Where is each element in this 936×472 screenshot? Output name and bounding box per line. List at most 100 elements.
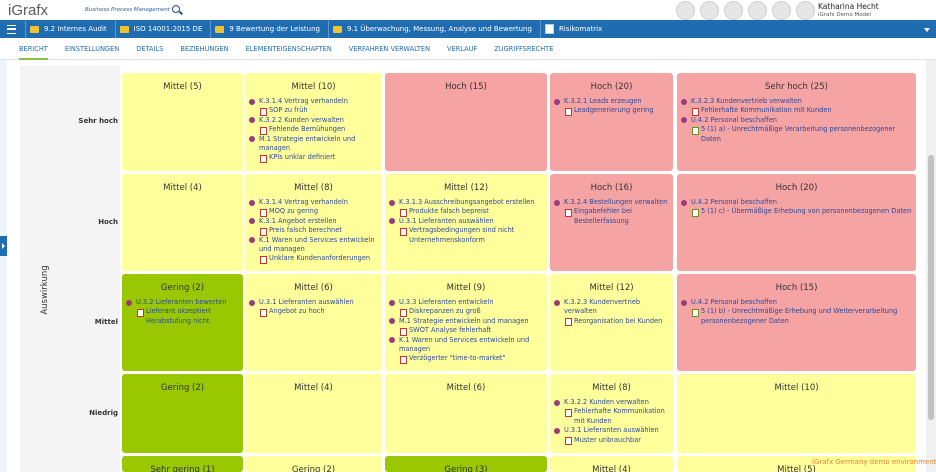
- risk-link[interactable]: Diskrepanzen zu groß: [389, 307, 543, 317]
- process-link[interactable]: U.3.1 Lieferanten auswählen: [249, 298, 378, 307]
- risk-link[interactable]: Leadgenerierung gering: [554, 106, 669, 116]
- item-text[interactable]: K.3.2.2 Kunden verwalten: [259, 115, 344, 124]
- tab[interactable]: DETAILS: [136, 44, 164, 53]
- risk-link[interactable]: Lieferant akzeptiert Herabstufung nicht: [126, 307, 239, 326]
- matrix-cell[interactable]: Gering (2) U.3.2 Lieferanten bewerten Lief…: [122, 274, 243, 371]
- breadcrumb[interactable]: 9.2 Internes Audit: [25, 20, 115, 38]
- item-text[interactable]: K.1 Waren und Services entwickeln und ma…: [399, 335, 530, 354]
- toolbar-icon[interactable]: [772, 1, 791, 20]
- process-link[interactable]: K.3.2.1 Leads erzeugen: [554, 97, 669, 106]
- process-link[interactable]: K.3.2.2 Kunden verwalten: [554, 398, 669, 407]
- tab[interactable]: ELEMENTEIGENSCHAFTEN: [245, 44, 332, 53]
- process-link[interactable]: K.3.2.4 Bestellungen verwalten: [554, 198, 669, 207]
- breadcrumb[interactable]: ISO 14001:2015 DE: [114, 20, 211, 38]
- logo[interactable]: iGrafx: [8, 2, 49, 19]
- item-text[interactable]: U.3.3 Lieferanten entwickeln: [399, 298, 494, 306]
- toolbar-icon[interactable]: [724, 1, 743, 20]
- matrix-cell[interactable]: Mittel (4): [122, 174, 243, 271]
- matrix-cell[interactable]: Mittel (10) K.3.1.4 Vertrag verhandeln SOP…: [245, 73, 382, 171]
- matrix-cell[interactable]: Mittel (8) K.3.1.4 Vertrag verhandeln MOQ …: [245, 174, 382, 271]
- item-text[interactable]: M.1 Strategie entwickeln und managen: [399, 316, 529, 325]
- matrix-cell[interactable]: Gering (3): [385, 456, 547, 472]
- matrix-cell[interactable]: Hoch (16) K.3.2.4 Bestellungen verwalten E…: [550, 174, 673, 271]
- risk-link[interactable]: Unklare Kundenanforderungen: [249, 254, 378, 264]
- tab[interactable]: VERLAUF: [447, 44, 478, 53]
- risk-link[interactable]: MOQ zu gering: [249, 207, 378, 217]
- process-link[interactable]: M.1 Strategie entwickeln und managen: [249, 135, 378, 154]
- matrix-cell[interactable]: Mittel (4): [550, 456, 673, 472]
- search-icon[interactable]: [172, 5, 180, 13]
- item-text[interactable]: U.4.2 Personal beschaffen: [691, 198, 777, 206]
- process-link[interactable]: K.3.2.2 Kunden verwalten: [249, 116, 378, 125]
- item-text[interactable]: Fehlende Bemühungen: [269, 125, 346, 134]
- process-link[interactable]: K.1 Waren und Services entwickeln und ma…: [249, 236, 378, 255]
- requirement-link[interactable]: 5 (1) a) - Unrechtmäßige Verarbeitung pe…: [681, 125, 912, 144]
- scrollbar-thumb[interactable]: [928, 155, 934, 420]
- breadcrumb-text[interactable]: ISO 14001:2015 DE: [133, 25, 203, 33]
- toolbar-icon[interactable]: [796, 1, 815, 20]
- item-text[interactable]: K.3.2.2 Kunden verwalten: [564, 398, 649, 406]
- process-link[interactable]: K.3.2.3 Kundenvertrieb verwalten: [681, 97, 912, 106]
- item-text[interactable]: K.3.2.4 Bestellungen verwalten: [564, 198, 668, 206]
- tab[interactable]: VERFAHREN VERWALTEN: [348, 44, 431, 53]
- risk-link[interactable]: Fehlerhafte Kommunikation mit Kunden: [554, 407, 669, 426]
- matrix-cell[interactable]: Sehr hoch (25) K.3.2.3 Kundenvertrieb ver…: [677, 73, 916, 171]
- requirement-link[interactable]: 5 (1) c) - Übermäßige Erhebung von perso…: [681, 207, 912, 217]
- item-text[interactable]: U.4.2 Personal beschaffen: [691, 298, 777, 306]
- item-text[interactable]: K.3.1.3 Ausschreibungsangebot erstellen: [399, 198, 535, 206]
- item-text[interactable]: K.3.2.3 Kundenvertrieb verwalten: [564, 298, 641, 316]
- process-link[interactable]: K.3.2.3 Kundenvertrieb verwalten: [554, 298, 669, 317]
- risk-link[interactable]: Reorganisation bei Kunden: [554, 316, 669, 327]
- matrix-cell[interactable]: Hoch (20) K.3.2.1 Leads erzeugen Leadgener…: [550, 73, 673, 171]
- item-text[interactable]: K.3.1.4 Vertrag verhandeln: [259, 97, 348, 105]
- risk-link[interactable]: SWOT Analyse fehlerhaft: [389, 326, 543, 336]
- item-text[interactable]: K.3.1.4 Vertrag verhandeln: [259, 198, 348, 206]
- breadcrumb-text[interactable]: 9 Bewertung der Leistung: [229, 25, 320, 33]
- process-link[interactable]: K.1 Waren und Services entwickeln und ma…: [389, 336, 543, 355]
- matrix-cell[interactable]: Gering (2): [245, 456, 382, 472]
- risk-link[interactable]: Preis falsch berechnet: [249, 226, 378, 236]
- risk-link[interactable]: Produkte falsch bepreist: [389, 207, 543, 217]
- matrix-cell[interactable]: Hoch (15) U.4.2 Personal beschaffen 5 (1) …: [677, 274, 916, 371]
- item-text[interactable]: 5 (1) a) - Unrechtmäßige Verarbeitung pe…: [701, 125, 896, 143]
- risk-link[interactable]: Verzögerter "time-to-market": [389, 354, 543, 364]
- risk-link[interactable]: Fehlende Bemühungen: [249, 125, 378, 135]
- requirement-link[interactable]: 5 (1) b) - Unrechtmäßige Erhebung und We…: [681, 307, 912, 326]
- item-text[interactable]: Unklare Kundenanforderungen: [269, 254, 371, 263]
- item-text[interactable]: MOQ zu gering: [269, 207, 319, 216]
- process-link[interactable]: K.3.1.4 Vertrag verhandeln: [249, 198, 378, 207]
- item-text[interactable]: SWOT Analyse fehlerhaft: [409, 326, 492, 335]
- matrix-cell[interactable]: Mittel (5): [122, 73, 243, 171]
- breadcrumb[interactable]: 9 Bewertung der Leistung: [210, 20, 328, 38]
- item-text[interactable]: KPIs unklar definiert: [269, 153, 336, 162]
- toolbar-icon[interactable]: [748, 1, 767, 20]
- risk-link[interactable]: SOP zu früh: [249, 106, 378, 116]
- item-text[interactable]: Leadgenerierung gering: [574, 106, 654, 115]
- matrix-cell[interactable]: Hoch (20) U.4.2 Personal beschaffen 5 (1) …: [677, 174, 916, 271]
- risk-link[interactable]: KPIs unklar definiert: [249, 153, 378, 163]
- risk-link[interactable]: Eingabefehler bei Bestellerfassung: [554, 207, 669, 226]
- item-text[interactable]: Vertragsbedingungen sind nicht Unternehm…: [409, 226, 515, 244]
- item-text[interactable]: Fehlerhafte Kommunikation mit Kunden: [701, 106, 832, 115]
- risk-link[interactable]: Fehlerhafte Kommunikation mit Kunden: [681, 106, 912, 116]
- item-text[interactable]: U.3.1 Lieferanten auswählen: [564, 426, 659, 435]
- process-link[interactable]: U.3.3 Lieferanten entwickeln: [389, 298, 543, 307]
- item-text[interactable]: K.3.2.1 Leads erzeugen: [564, 97, 642, 105]
- matrix-cell[interactable]: Mittel (4): [245, 374, 382, 453]
- tab[interactable]: ZUGRIFFSRECHTE: [494, 44, 554, 53]
- item-text[interactable]: Fehlerhafte Kommunikation mit Kunden: [574, 407, 665, 425]
- process-link[interactable]: U.3.1 Lieferanten auswählen: [554, 426, 669, 435]
- item-text[interactable]: Preis falsch berechnet: [269, 226, 342, 235]
- process-link[interactable]: U.4.2 Personal beschaffen: [681, 116, 912, 125]
- menu-icon[interactable]: [7, 24, 16, 34]
- breadcrumb[interactable]: Risikomatrix: [539, 20, 610, 38]
- item-text[interactable]: 5 (1) b) - Unrechtmäßige Erhebung und We…: [701, 307, 898, 325]
- risk-link[interactable]: Muster unbrauchbar: [554, 436, 669, 446]
- process-link[interactable]: U.4.2 Personal beschaffen: [681, 298, 912, 307]
- process-link[interactable]: M.1 Strategie entwickeln und managen: [389, 317, 543, 326]
- matrix-cell[interactable]: Mittel (6): [385, 374, 547, 453]
- item-text[interactable]: Eingabefehler bei Bestellerfassung: [574, 207, 632, 225]
- item-text[interactable]: Reorganisation bei Kunden: [574, 316, 663, 325]
- item-text[interactable]: Angebot zu hoch: [269, 307, 325, 316]
- tab[interactable]: BERICHT: [19, 38, 48, 60]
